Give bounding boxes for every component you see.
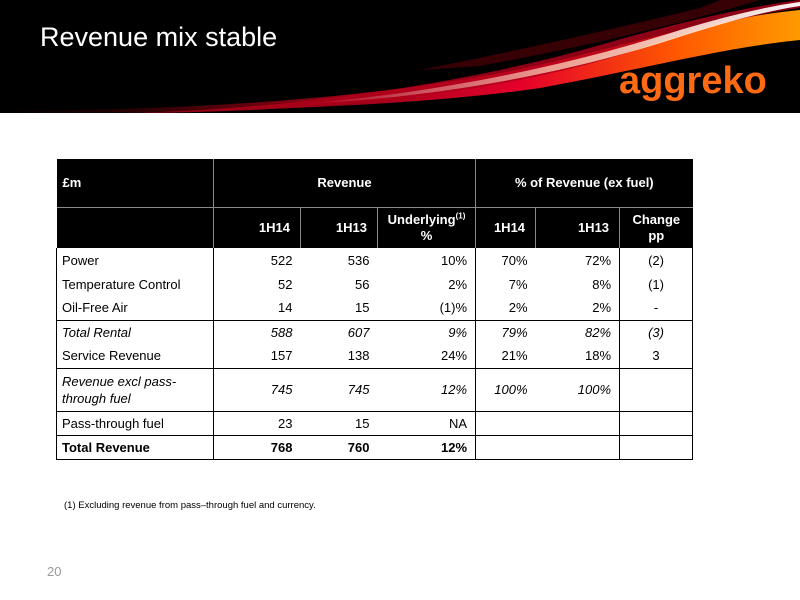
table-row: Temperature Control 52 56 2% 7% 8% (1) — [56, 272, 694, 296]
underlying-pct: 24% — [377, 344, 477, 368]
underlying-pct: 12% — [377, 434, 477, 459]
col-change-unit: pp — [648, 227, 665, 243]
table-row: Service Revenue 157 138 24% 21% 18% 3 — [56, 344, 694, 368]
row-label: Total Rental — [56, 319, 214, 344]
revenue-1h14: 588 — [213, 319, 301, 344]
footnote: (1) Excluding revenue from pass–through … — [64, 500, 316, 511]
revenue-table: £m Revenue % of Revenue (ex fuel) 1H14 1… — [56, 159, 694, 460]
revenue-1h14: 745 — [213, 367, 301, 411]
pct-1h13 — [535, 434, 621, 459]
pct-revenue-group-header: % of Revenue (ex fuel) — [475, 159, 693, 207]
row-label: Revenue excl pass-through fuel — [56, 367, 214, 411]
pct-1h13: 82% — [535, 319, 621, 344]
revenue-1h14: 157 — [270, 348, 293, 364]
unit-header: £m — [56, 159, 214, 207]
pct-1h13: 100% — [535, 367, 621, 411]
pct-1h13: 8% — [535, 272, 621, 296]
table-row-subtotal: Revenue excl pass-through fuel 745 745 1… — [56, 367, 694, 411]
pct-1h13 — [535, 410, 621, 435]
underlying-pct: 9% — [377, 319, 477, 344]
underlying-pct: (1)% — [377, 296, 477, 320]
slide-header: Revenue mix stable — [0, 0, 800, 113]
pct-1h14: 79% — [475, 319, 536, 344]
pct-1h14 — [475, 410, 536, 435]
aggreko-logo: aggreko — [619, 60, 767, 102]
revenue-1h13: 607 — [300, 319, 378, 344]
revenue-1h13: 745 — [300, 367, 378, 411]
revenue-1h13: 760 — [300, 434, 378, 459]
col-change-label: Change — [632, 211, 681, 227]
revenue-1h14: 23 — [213, 410, 301, 435]
row-label: Power — [56, 248, 214, 272]
pct-1h13: 72% — [535, 248, 621, 272]
label-column-header — [56, 206, 214, 248]
pct-1h14: 70% — [501, 252, 528, 268]
row-label: Total Revenue — [56, 434, 214, 459]
underlying-pct: 12% — [377, 367, 477, 411]
revenue-1h14: 14 — [278, 300, 293, 316]
table-row: Oil-Free Air 14 15 (1)% 2% 2% - — [56, 296, 694, 320]
table-row: Power 522 536 10% 70% 72% (2) — [56, 248, 694, 272]
revenue-group-header: Revenue — [213, 159, 477, 207]
underlying-pct: 2% — [377, 272, 477, 296]
revenue-1h14: 52 — [278, 276, 293, 292]
col-underlying: Underlying(1) % — [377, 206, 477, 248]
pct-1h14 — [475, 434, 536, 459]
change-pp: 3 — [619, 344, 694, 368]
col-revenue-1h13: 1H13 — [300, 206, 378, 248]
table-row: Pass-through fuel 23 15 NA — [56, 410, 694, 435]
revenue-1h14: 522 — [270, 252, 293, 268]
revenue-1h13: 536 — [347, 252, 370, 268]
header-swoosh-graphic — [0, 0, 800, 113]
slide-title: Revenue mix stable — [40, 22, 278, 52]
col-underlying-unit: % — [420, 227, 433, 243]
pct-1h14: 21% — [501, 348, 528, 364]
change-pp: - — [619, 296, 694, 320]
col-revenue-1h14: 1H14 — [213, 206, 301, 248]
row-label: Service Revenue — [56, 344, 214, 368]
row-label: Temperature Control — [56, 272, 214, 296]
underlying-pct: NA — [377, 410, 477, 435]
pct-1h14: 7% — [508, 276, 528, 292]
table-row-total: Total Revenue 768 760 12% — [56, 434, 694, 459]
change-pp: (2) — [619, 248, 694, 272]
table-group-header-row: £m Revenue % of Revenue (ex fuel) — [56, 159, 693, 207]
change-pp — [619, 367, 694, 411]
change-pp: (1) — [619, 272, 694, 296]
revenue-1h13: 15 — [355, 300, 370, 316]
table-row-subtotal: Total Rental 588 607 9% 79% 82% (3) — [56, 319, 694, 344]
pct-1h14: 100% — [475, 367, 536, 411]
revenue-1h13: 15 — [300, 410, 378, 435]
pct-1h13: 18% — [535, 344, 621, 368]
change-pp — [619, 410, 694, 435]
col-change-pp: Change pp — [619, 206, 693, 248]
table-column-header-row: 1H14 1H13 Underlying(1) % 1H14 1H13 Chan… — [56, 206, 693, 248]
revenue-1h14: 768 — [213, 434, 301, 459]
change-pp — [619, 434, 694, 459]
col-underlying-footnote-ref: (1) — [455, 211, 466, 221]
col-pct-1h13: 1H13 — [535, 206, 621, 248]
row-label: Oil-Free Air — [56, 296, 214, 320]
change-pp: (3) — [619, 319, 694, 344]
row-label: Pass-through fuel — [56, 410, 214, 435]
page-number: 20 — [47, 564, 62, 579]
underlying-pct: 10% — [377, 248, 477, 272]
pct-1h14: 2% — [508, 300, 528, 316]
revenue-1h13: 138 — [347, 348, 370, 364]
col-pct-1h14: 1H14 — [475, 206, 537, 248]
col-underlying-label: Underlying — [387, 211, 456, 227]
revenue-1h13: 56 — [355, 276, 370, 292]
pct-1h13: 2% — [535, 296, 621, 320]
